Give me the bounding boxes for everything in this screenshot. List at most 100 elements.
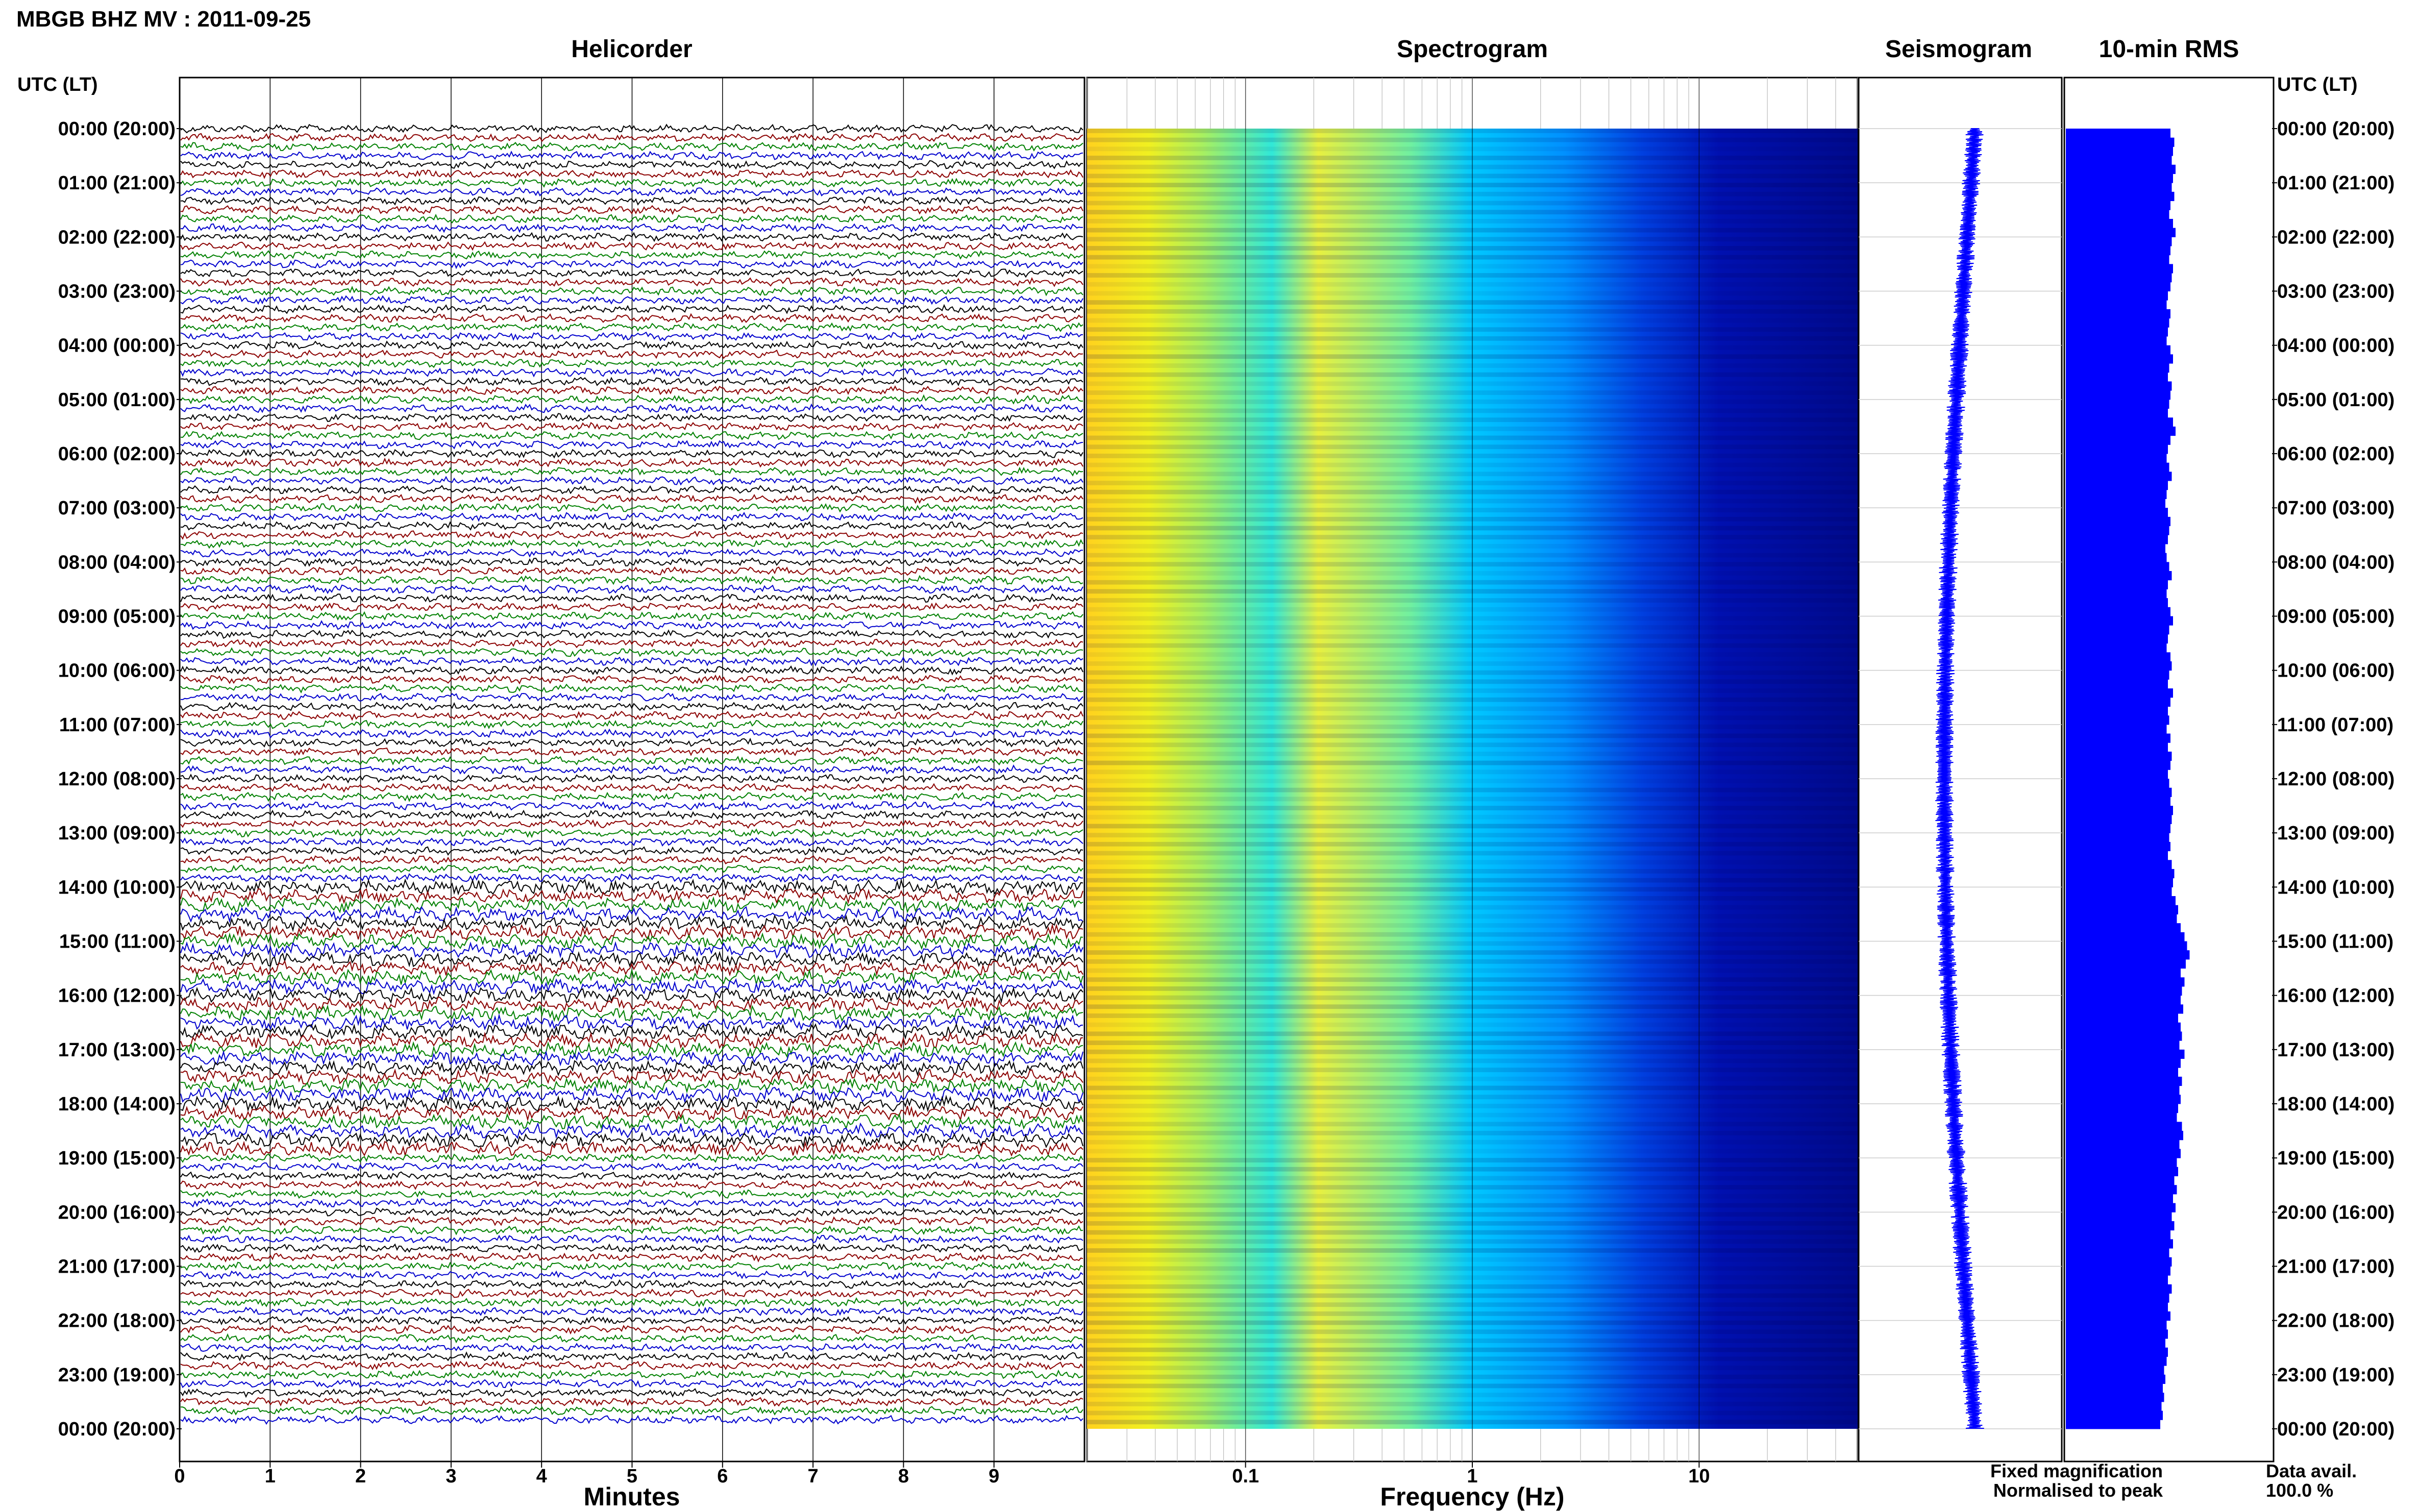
rms-bar <box>2066 201 2170 210</box>
time-label-left: 00:00 (20:00) <box>58 118 176 140</box>
helicorder-trace <box>180 941 1083 959</box>
rms-bar <box>2066 1320 2167 1330</box>
rms-bar <box>2066 562 2169 572</box>
helicorder-trace <box>180 978 1083 996</box>
time-label-right: 14:00 (10:00) <box>2277 877 2395 898</box>
helicorder-trace <box>180 665 1083 676</box>
helicorder-trace <box>180 277 1083 287</box>
rms-bar <box>2066 715 2169 725</box>
helicorder-trace <box>180 1153 1083 1163</box>
rms-bar <box>2066 191 2175 202</box>
rms-bar <box>2066 1194 2173 1204</box>
utc-right-label: UTC (LT) <box>2277 74 2358 95</box>
rms-bar <box>2066 291 2168 301</box>
rms-bar <box>2066 1230 2170 1240</box>
helicorder-trace <box>181 1406 1083 1416</box>
rms-bar <box>2066 282 2170 291</box>
helicorder-trace <box>180 756 1083 765</box>
time-label-left: 19:00 (15:00) <box>58 1148 176 1169</box>
rms-bar <box>2066 598 2168 608</box>
rms-bar <box>2066 688 2173 698</box>
helicorder-trace <box>180 1360 1083 1371</box>
helicorder-trace <box>180 575 1083 585</box>
time-label-right: 15:00 (11:00) <box>2277 931 2393 953</box>
rms-bar <box>2066 454 2167 463</box>
rms-bar <box>2066 887 2172 897</box>
rms-bar <box>2066 1212 2172 1222</box>
time-label-left: 17:00 (13:00) <box>58 1039 176 1061</box>
time-label-left: 18:00 (14:00) <box>58 1094 176 1115</box>
helicorder-trace <box>180 485 1083 494</box>
rms-bar <box>2066 1031 2182 1041</box>
legend-fixed-magnification: Fixed magnification <box>1990 1460 2163 1481</box>
rms-bar <box>2066 760 2170 770</box>
rms-bar <box>2066 1158 2177 1168</box>
minute-tick-label: 1 <box>265 1466 276 1487</box>
helicorder-trace <box>180 349 1083 359</box>
helicorder-trace <box>180 914 1083 932</box>
rms-bar <box>2066 733 2170 743</box>
helicorder-trace <box>180 322 1083 333</box>
rms-bar <box>2066 643 2167 653</box>
rms-bar <box>2066 1004 2183 1014</box>
helicorder-trace <box>180 259 1083 269</box>
rms-bar <box>2066 824 2170 833</box>
helicorder-trace <box>180 683 1083 694</box>
helicorder-trace <box>180 358 1083 368</box>
helicorder-trace <box>180 1270 1083 1280</box>
helicorder-trace <box>180 1351 1083 1362</box>
helicorder-trace <box>180 539 1083 549</box>
helicorder-trace <box>180 213 1083 224</box>
helicorder-trace <box>180 313 1083 323</box>
rms-bar <box>2066 905 2178 914</box>
rms-bar <box>2066 1058 2181 1068</box>
helicorder-trace <box>180 367 1083 378</box>
helicorder-trace <box>180 1252 1083 1263</box>
rms-bar <box>2066 210 2169 219</box>
rms-bar <box>2066 1401 2162 1411</box>
helicorder-trace <box>180 951 1083 968</box>
rms-bar <box>2066 1076 2182 1086</box>
helicorder-trace <box>180 548 1083 558</box>
rms-bar <box>2066 1393 2164 1402</box>
rms-bar <box>2066 1284 2172 1294</box>
helicorder-trace <box>180 1113 1083 1130</box>
rms-bar <box>2066 264 2173 274</box>
rms-bar <box>2066 1311 2170 1321</box>
rms-bar <box>2066 327 2168 337</box>
helicorder-trace <box>180 1216 1083 1226</box>
rms-bar <box>2066 1085 2180 1095</box>
time-label-right: 08:00 (04:00) <box>2277 552 2395 573</box>
helicorder-trace <box>180 422 1083 432</box>
helicorder-trace <box>180 466 1083 477</box>
rms-bar <box>2066 1122 2182 1131</box>
helicorder-trace <box>180 783 1083 793</box>
rms-bar <box>2066 661 2172 671</box>
rms-bar <box>2066 218 2173 229</box>
minute-tick-label: 0 <box>174 1466 185 1487</box>
helicorder-trace <box>180 151 1083 161</box>
time-label-left: 21:00 (17:00) <box>58 1256 176 1278</box>
time-label-right: 17:00 (13:00) <box>2277 1039 2395 1061</box>
helicorder-trace <box>180 1279 1083 1289</box>
helicorder-trace <box>180 638 1083 649</box>
helicorder-trace <box>180 647 1083 657</box>
rms-bar <box>2066 1383 2163 1393</box>
time-labels: 00:00 (20:00) 00:00 (20:00) 01:00 (21:00) 0… <box>58 118 2395 1440</box>
rms-bar <box>2066 787 2172 797</box>
time-label-right: 20:00 (16:00) <box>2277 1202 2395 1223</box>
rms-bar <box>2066 1420 2160 1429</box>
rms-bar <box>2066 1239 2173 1249</box>
rms-bar <box>2066 851 2168 860</box>
rms-bar <box>2066 444 2168 454</box>
helicorder-trace <box>180 205 1083 215</box>
helicorder-trace <box>180 557 1083 567</box>
helicorder-trace <box>180 1225 1083 1235</box>
time-label-right: 00:00 (20:00) <box>2277 118 2395 140</box>
time-label-right: 00:00 (20:00) <box>2277 1419 2395 1440</box>
rms-bar <box>2066 408 2168 418</box>
rms-bar <box>2066 1266 2170 1276</box>
spectrogram-title: Spectrogram <box>1397 36 1548 63</box>
helicorder-trace <box>180 878 1083 896</box>
rms-bar <box>2066 968 2181 978</box>
